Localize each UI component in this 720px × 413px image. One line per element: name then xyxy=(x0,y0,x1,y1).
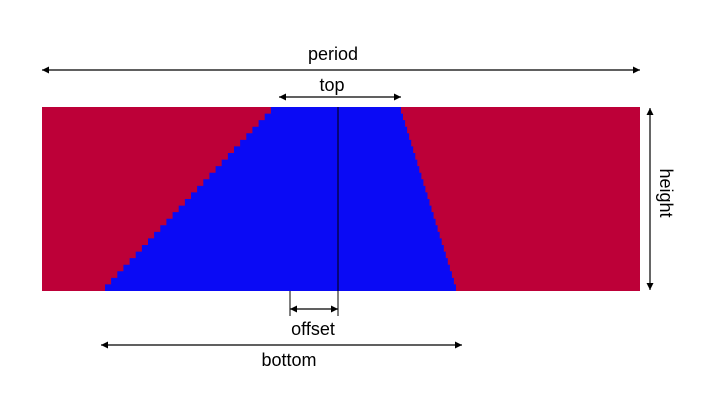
height-label: height xyxy=(656,168,676,217)
bottom-label: bottom xyxy=(261,350,316,370)
top-label: top xyxy=(319,75,344,95)
period-label: period xyxy=(308,44,358,64)
grating-tooth xyxy=(105,107,458,291)
offset-label: offset xyxy=(291,319,335,339)
